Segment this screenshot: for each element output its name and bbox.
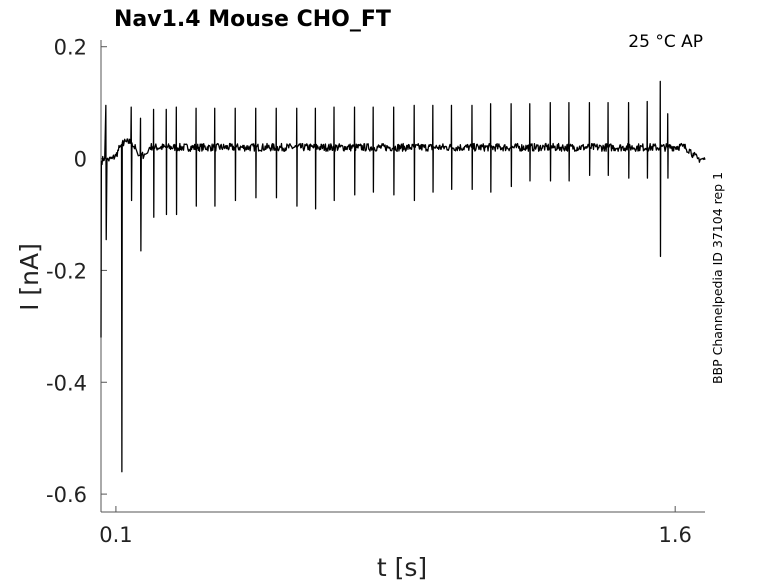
side-label: BBP Channelpedia ID 37104 rep 1 bbox=[710, 172, 725, 384]
chart-title: Nav1.4 Mouse CHO_FT bbox=[114, 7, 391, 32]
y-tick-label: -0.4 bbox=[46, 371, 87, 395]
plot-area bbox=[100, 80, 706, 473]
y-tick-label: 0 bbox=[74, 148, 87, 172]
ticks: 0.2 0 -0.2 -0.4 -0.6 0.1 1.6 bbox=[46, 36, 692, 547]
x-tick-label: 0.1 bbox=[99, 523, 132, 547]
current-trace bbox=[100, 80, 706, 473]
y-tick-label: 0.2 bbox=[54, 36, 87, 60]
y-axis-label: I [nA] bbox=[15, 243, 44, 311]
axes bbox=[100, 40, 705, 513]
y-tick-label: -0.6 bbox=[46, 483, 87, 507]
x-axis-label: t [s] bbox=[377, 553, 427, 582]
condition-annotation: 25 °C AP bbox=[628, 32, 703, 52]
x-tick-label: 1.6 bbox=[658, 523, 691, 547]
y-tick-label: -0.2 bbox=[46, 259, 87, 283]
